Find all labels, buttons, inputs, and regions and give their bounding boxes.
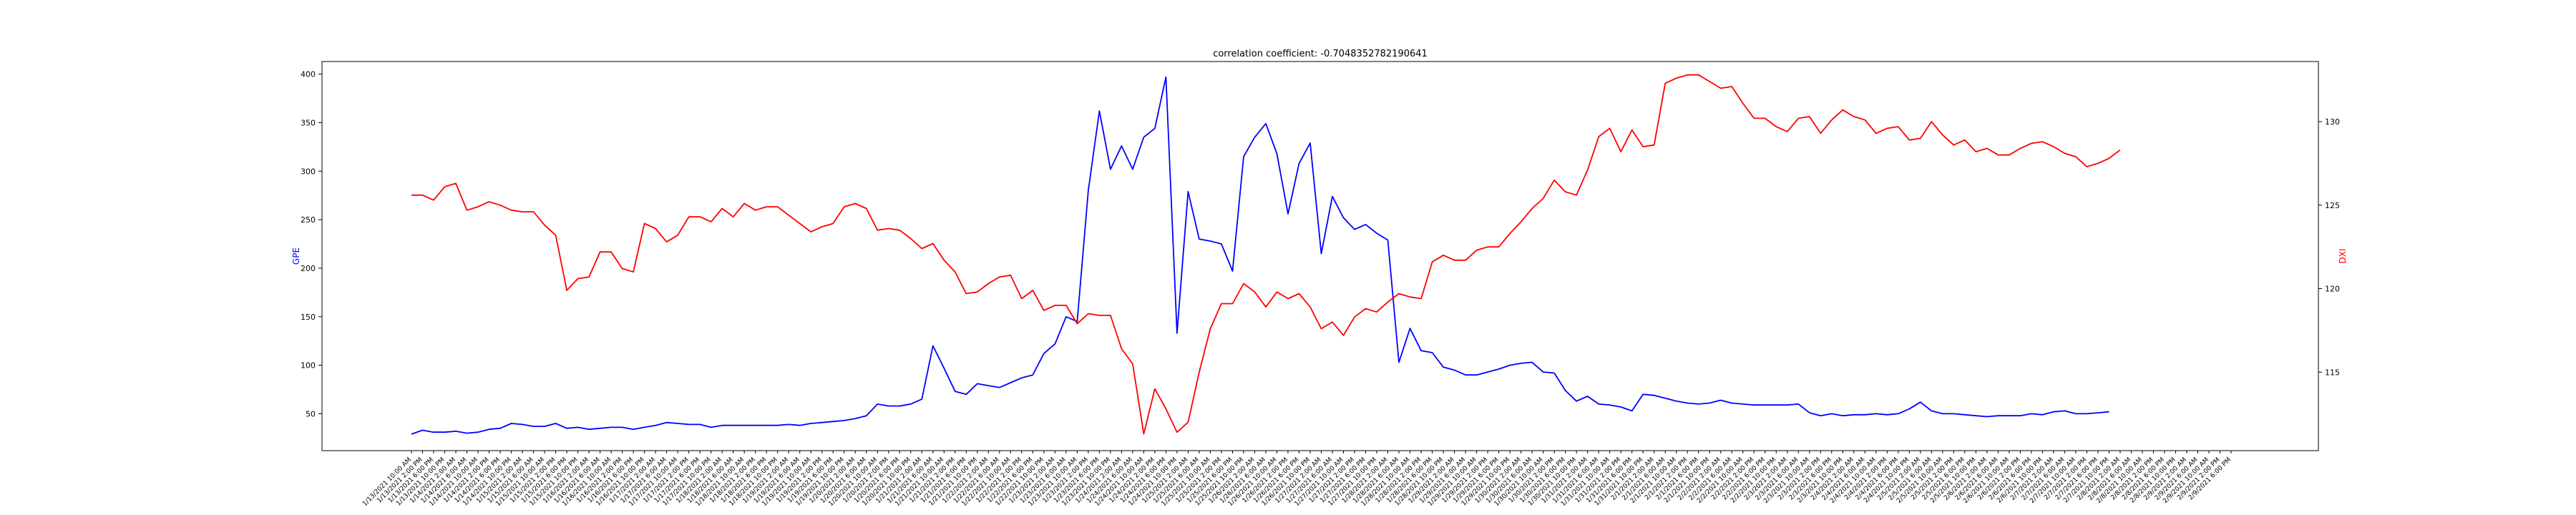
series-line-left (411, 76, 2109, 435)
series-line-right (411, 74, 2121, 435)
right-tick-label: 115 (2325, 368, 2340, 377)
left-tick-label: 100 (301, 361, 316, 371)
plot-frame (321, 61, 2319, 451)
left-tick-label: 200 (301, 264, 316, 273)
left-tick-label: 350 (301, 118, 316, 127)
chart-title: correlation coefficient: -0.704835278219… (1213, 49, 1428, 59)
right-y-axis: 115 120 125 130 (2318, 117, 2340, 377)
right-tick-label: 120 (2325, 285, 2340, 294)
left-tick-label: 300 (301, 167, 316, 176)
left-tick-label: 150 (301, 313, 316, 322)
right-tick-label: 125 (2325, 201, 2340, 210)
left-tick-label: 250 (301, 215, 316, 225)
left-axis-title: GPE (291, 247, 301, 265)
series-layer (411, 74, 2121, 435)
x-axis: 1/13/2021 10:00 AM1/13/2021 2:00 PM1/13/… (361, 451, 2233, 508)
right-axis-title: DXI (2338, 249, 2348, 264)
right-tick-label: 130 (2325, 117, 2340, 127)
left-tick-label: 400 (301, 70, 316, 79)
left-tick-label: 50 (306, 409, 316, 418)
left-y-axis: 50 100 150 200 250 300 350 400 (301, 70, 322, 418)
